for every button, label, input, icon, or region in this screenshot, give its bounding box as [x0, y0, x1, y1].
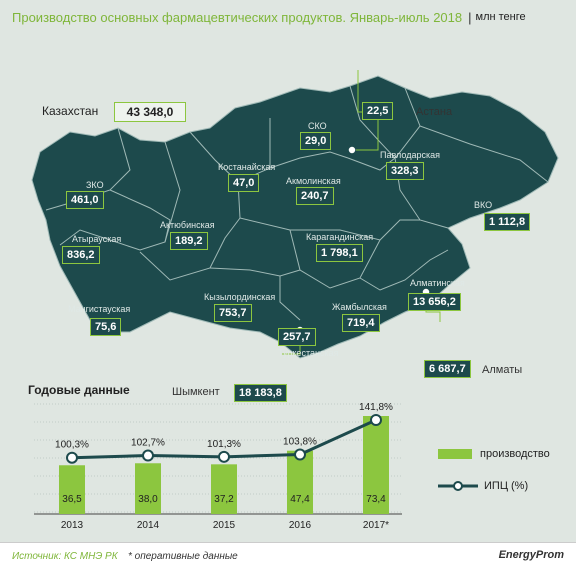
city-value-almaty: 6 687,7 — [424, 360, 471, 378]
region-name-akmola: Акмолинская — [286, 176, 341, 186]
region-name-aktobe: Актюбинская — [160, 220, 215, 230]
region-name-zko: ЗКО — [86, 180, 104, 190]
bar-label-2013: 36,5 — [62, 494, 82, 505]
kazakhstan-map: Казахстан 43 348,0 ЗКО 461,0 Атырауская … — [0, 40, 576, 402]
cpi-label-2014: 102,7% — [131, 438, 165, 449]
region-name-sko: СКО — [308, 121, 327, 131]
title-separator: | — [468, 9, 472, 25]
x-tick-2013: 2013 — [61, 520, 84, 531]
legend-label-cpi: ИПЦ (%) — [484, 480, 529, 492]
x-tick-2014: 2014 — [137, 520, 160, 531]
city-value-astana: 22,5 — [362, 102, 394, 120]
city-name-almaty: Алматы — [482, 364, 523, 376]
legend-swatch-cpi — [438, 481, 478, 491]
bar-production-2017* — [363, 416, 389, 514]
x-tick-2017*: 2017* — [363, 520, 389, 531]
region-value-pavlodar: 328,3 — [386, 162, 424, 180]
region-name-kostanay: Костанайская — [218, 162, 276, 172]
bar-production-2013 — [59, 465, 85, 514]
cpi-point-2016 — [294, 448, 306, 461]
country-label: Казахстан — [42, 104, 99, 118]
annual-chart: 36,5 2013 38,0 2014 37,2 2015 47,4 2016 73,4 2017… — [28, 396, 408, 546]
header: Производство основных фармацевтических п… — [0, 0, 576, 34]
cpi-label-2013: 100,3% — [55, 440, 89, 451]
page-title: Производство основных фармацевтических п… — [12, 9, 463, 25]
bar-production-2015 — [211, 464, 237, 514]
region-name-vko: ВКО — [474, 200, 493, 210]
footer: Источник: КС МНЭ РК * оперативные данные… — [0, 542, 576, 571]
region-name-karaganda: Карагандинская — [306, 232, 374, 242]
region-value-zhambyl: 719,4 — [342, 314, 380, 332]
unit-label: млн тенге — [475, 11, 526, 23]
cpi-label-2015: 101,3% — [207, 439, 241, 450]
x-tick-2016: 2016 — [289, 520, 312, 531]
region-value-kostanay: 47,0 — [228, 174, 260, 192]
region-name-turkestan: Туркестанская — [278, 348, 339, 358]
region-name-kyzylorda: Кызылординская — [204, 292, 276, 302]
region-name-mangistau: Мангистауская — [68, 304, 131, 314]
region-value-sko: 29,0 — [300, 132, 332, 150]
cpi-label-2017*: 141,8% — [359, 402, 393, 413]
bar-production-2014 — [135, 463, 161, 514]
footnote: * оперативные данные — [128, 551, 238, 562]
region-value-zko: 461,0 — [66, 191, 104, 209]
cpi-point-2014 — [142, 449, 154, 462]
region-value-atyrau: 836,2 — [62, 246, 100, 264]
legend-item-cpi: ИПЦ (%) — [438, 480, 550, 492]
region-value-kyzylorda: 753,7 — [214, 304, 252, 322]
cpi-label-2016: 103,8% — [283, 437, 317, 448]
region-value-akmola: 240,7 — [296, 187, 334, 205]
legend-swatch-production — [438, 449, 472, 459]
cpi-point-2017* — [370, 414, 382, 426]
chart-legend: производство ИПЦ (%) — [438, 448, 550, 492]
source-label: Источник: КС МНЭ РК — [12, 551, 118, 562]
cpi-point-2013 — [66, 451, 78, 464]
city-name-shymkent: Шымкент — [172, 386, 220, 398]
brand-logo: EnergyProm — [498, 549, 564, 561]
region-name-pavlodar: Павлодарская — [380, 150, 440, 160]
region-name-atyrau: Атырауская — [72, 234, 122, 244]
x-tick-2015: 2015 — [213, 520, 236, 531]
region-value-turkestan: 257,7 — [278, 328, 316, 346]
bar-label-2014: 38,0 — [138, 494, 158, 505]
legend-label-production: производство — [480, 448, 550, 460]
bar-label-2015: 37,2 — [214, 494, 234, 505]
annual-chart-svg: 36,5 2013 38,0 2014 37,2 2015 47,4 2016 73,4 2017… — [34, 402, 402, 531]
region-name-zhambyl: Жамбылская — [332, 302, 387, 312]
region-value-aktobe: 189,2 — [170, 232, 208, 250]
region-name-almaty-obl: Алматинская — [410, 278, 465, 288]
city-value-shymkent: 18 183,8 — [234, 384, 287, 402]
annual-section-title: Годовые данные — [28, 383, 130, 397]
country-value: 43 348,0 — [114, 102, 186, 122]
region-value-karaganda: 1 798,1 — [316, 244, 363, 262]
bar-label-2016: 47,4 — [290, 494, 310, 505]
region-value-mangistau: 75,6 — [90, 318, 122, 336]
map-shape — [31, 70, 559, 359]
city-name-astana: Астана — [416, 106, 453, 118]
bar-label-2017*: 73,4 — [366, 494, 386, 505]
region-value-almaty-obl: 13 656,2 — [408, 293, 461, 311]
region-value-vko: 1 112,8 — [484, 213, 531, 231]
legend-item-production: производство — [438, 448, 550, 460]
cpi-point-2015 — [218, 450, 230, 463]
bar-production-2016 — [287, 450, 313, 514]
